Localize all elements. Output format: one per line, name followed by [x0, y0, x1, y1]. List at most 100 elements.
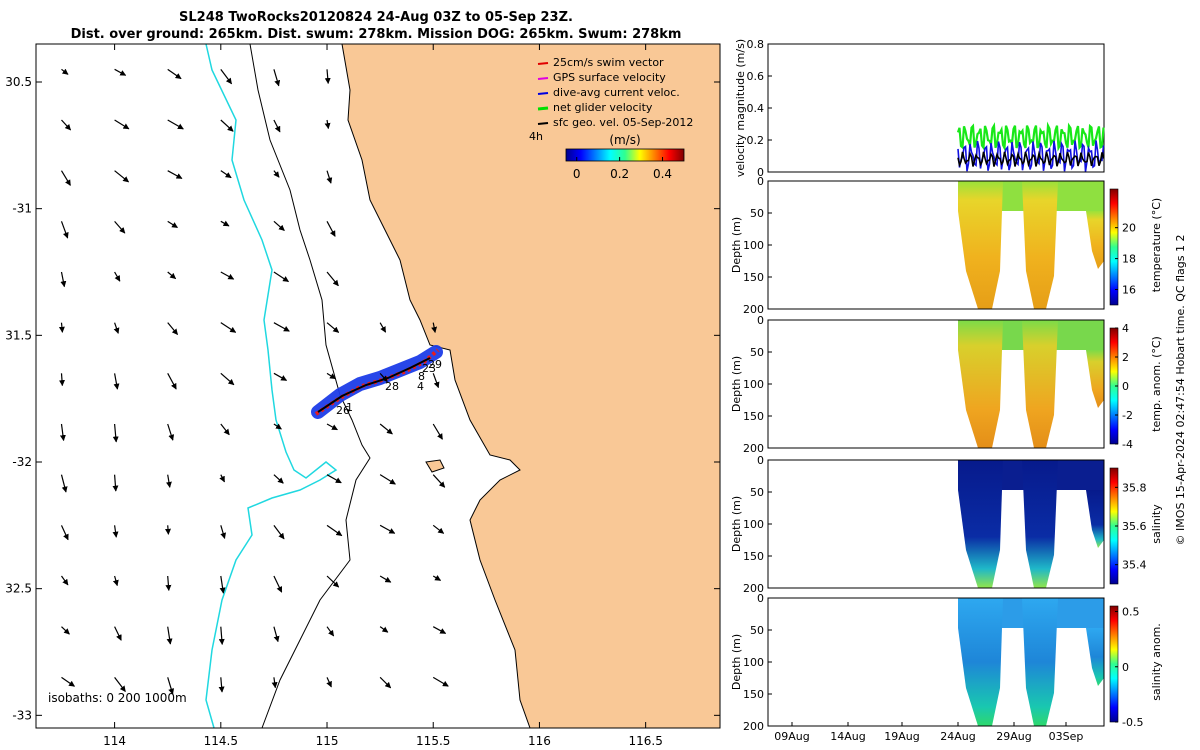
track-black	[317, 357, 431, 413]
map-panel: 29 23 8 4 28 26 1 25cm/s swim vector GPS…	[5, 43, 721, 748]
cbar-tick-label: -0.5	[1122, 716, 1143, 729]
velocity-series	[956, 121, 1105, 172]
velocity-arrow	[61, 626, 70, 635]
velocity-arrow	[113, 322, 120, 334]
profile-colorbar	[1109, 605, 1119, 723]
velocity-arrow	[58, 322, 65, 333]
velocity-arrow	[60, 221, 69, 239]
velocity-arrow	[379, 626, 389, 633]
velocity-arrow	[112, 423, 119, 443]
map-legend: 25cm/s swim vector GPS surface velocity …	[529, 56, 693, 147]
map-cbar-tick-label: 0.2	[610, 167, 629, 181]
velocity-arrow	[379, 676, 392, 689]
vel-ytick-label: 0.2	[747, 134, 765, 147]
isobath-1000m	[205, 43, 338, 729]
cbar-label: temp. anom. (°C)	[1150, 336, 1163, 432]
profile-ytick-label: 150	[743, 550, 764, 563]
map-ytick-label: -33	[12, 708, 32, 722]
velocity-arrow	[114, 626, 122, 641]
profile-ytick-label: 100	[743, 518, 764, 531]
vel-series-0	[956, 121, 1105, 152]
profile-ytick-label: 100	[743, 656, 764, 669]
velocity-arrow	[432, 474, 446, 488]
profile-dive-2	[1022, 320, 1058, 448]
velocity-arrow	[167, 119, 184, 130]
legend-sfc-geo: sfc geo. vel. 05-Sep-2012	[553, 116, 693, 129]
profile-ytick-label: 200	[743, 303, 764, 316]
profile-ytick-label: 50	[750, 486, 764, 499]
velocity-arrow	[432, 676, 449, 687]
velocity-arrow	[273, 271, 289, 283]
velocity-arrow	[218, 626, 225, 645]
velocity-arrow	[432, 575, 442, 581]
legend-dive-avg: dive-avg current veloc.	[553, 86, 680, 99]
velocity-arrow	[273, 575, 283, 593]
velocity-arrow	[326, 221, 336, 237]
velocity-panel: 0 0.2 0.4 0.6 0.8 velocity magnitude (m/s)	[734, 38, 1105, 179]
vel-ytick-label: 0.8	[747, 38, 765, 51]
map-xtick-label: 114	[103, 734, 126, 748]
velocity-arrow	[432, 373, 440, 389]
track-label-1: 1	[346, 401, 353, 414]
profile-dive-1	[958, 320, 1003, 448]
map-xtick-label: 115	[316, 734, 339, 748]
velocity-arrow	[114, 220, 126, 234]
map-colorbar-ticks: 0 0.2 0.4	[573, 157, 672, 181]
profile-dive-3	[1086, 490, 1104, 548]
vel-ytick-label: 0	[757, 166, 764, 179]
date-tick-label: 24Aug	[940, 730, 975, 743]
profile-panel-3: 0 50 100 150 200 Depth (m) -4 -2 0 2 4 temp. anom. …	[730, 314, 1163, 455]
velocity-arrow	[112, 575, 119, 587]
profile-ytick-label: 50	[750, 346, 764, 359]
velocity-arrow	[432, 626, 447, 634]
map-ytick-label: 32.5	[5, 582, 32, 596]
velocity-arrow	[273, 423, 282, 430]
velocity-arrow	[273, 524, 285, 540]
profile-dive-2	[1022, 598, 1058, 726]
velocity-arrow	[326, 271, 339, 287]
velocity-arrow	[379, 322, 387, 333]
profile-panel-2: 0 50 100 150 200 Depth (m) 16 18 20 temperature (…	[730, 175, 1163, 316]
legend-line-gps	[537, 77, 549, 80]
date-tick-label: 14Aug	[830, 730, 865, 743]
cbar-label: temperature (°C)	[1150, 198, 1163, 292]
velocity-arrow	[165, 525, 171, 535]
profile-ytick-label: 100	[743, 239, 764, 252]
velocity-arrow	[220, 525, 227, 539]
map-axis-ticks: 114 114.5 115 115.5 116 116.5 30.5 -31 31.5 -32 32…	[5, 44, 720, 748]
date-tick-label: 19Aug	[884, 730, 919, 743]
cbar-tick-label: 16	[1122, 284, 1136, 297]
map-colorbar	[565, 148, 685, 162]
velocity-arrow	[220, 119, 234, 132]
velocity-arrow	[431, 322, 438, 334]
profile-ylabel: Depth (m)	[730, 356, 743, 412]
velocity-arrow	[326, 322, 340, 333]
velocity-arrow	[112, 474, 119, 492]
velocity-arrow	[273, 119, 281, 133]
date-tick-label: 29Aug	[996, 730, 1031, 743]
cbar-tick-label: 18	[1122, 253, 1136, 266]
velocity-arrow	[167, 373, 177, 390]
cbar-tick-label: 4	[1122, 322, 1129, 335]
velocity-arrow	[379, 423, 393, 435]
credit-line: © IMOS 15-Apr-2024 02:47:54 Hobart time.…	[1174, 235, 1187, 546]
velocity-arrow	[60, 525, 69, 541]
vel-series-2	[957, 150, 1105, 168]
velocity-arrow	[326, 677, 332, 688]
cbar-tick-label: 35.4	[1122, 559, 1147, 572]
map-ytick-label: -31	[12, 202, 32, 216]
velocity-arrows	[58, 68, 449, 695]
velocity-arrow	[58, 373, 65, 387]
velocity-arrow	[61, 676, 75, 687]
velocity-arrow	[220, 220, 230, 227]
figure-title-line1: SL248 TwoRocks20120824 24-Aug 03Z to 05-…	[179, 10, 573, 25]
vel-ytick-label: 0.6	[747, 70, 765, 83]
velocity-arrow	[113, 373, 120, 390]
velocity-arrow	[220, 423, 230, 436]
map-xtick-label: 116.5	[628, 734, 662, 748]
map-cbar-tick-label: 0	[573, 167, 581, 181]
cbar-tick-label: 0	[1122, 380, 1129, 393]
velocity-ylabel: velocity magnitude (m/s)	[734, 39, 747, 177]
legend-line-net	[537, 106, 549, 111]
